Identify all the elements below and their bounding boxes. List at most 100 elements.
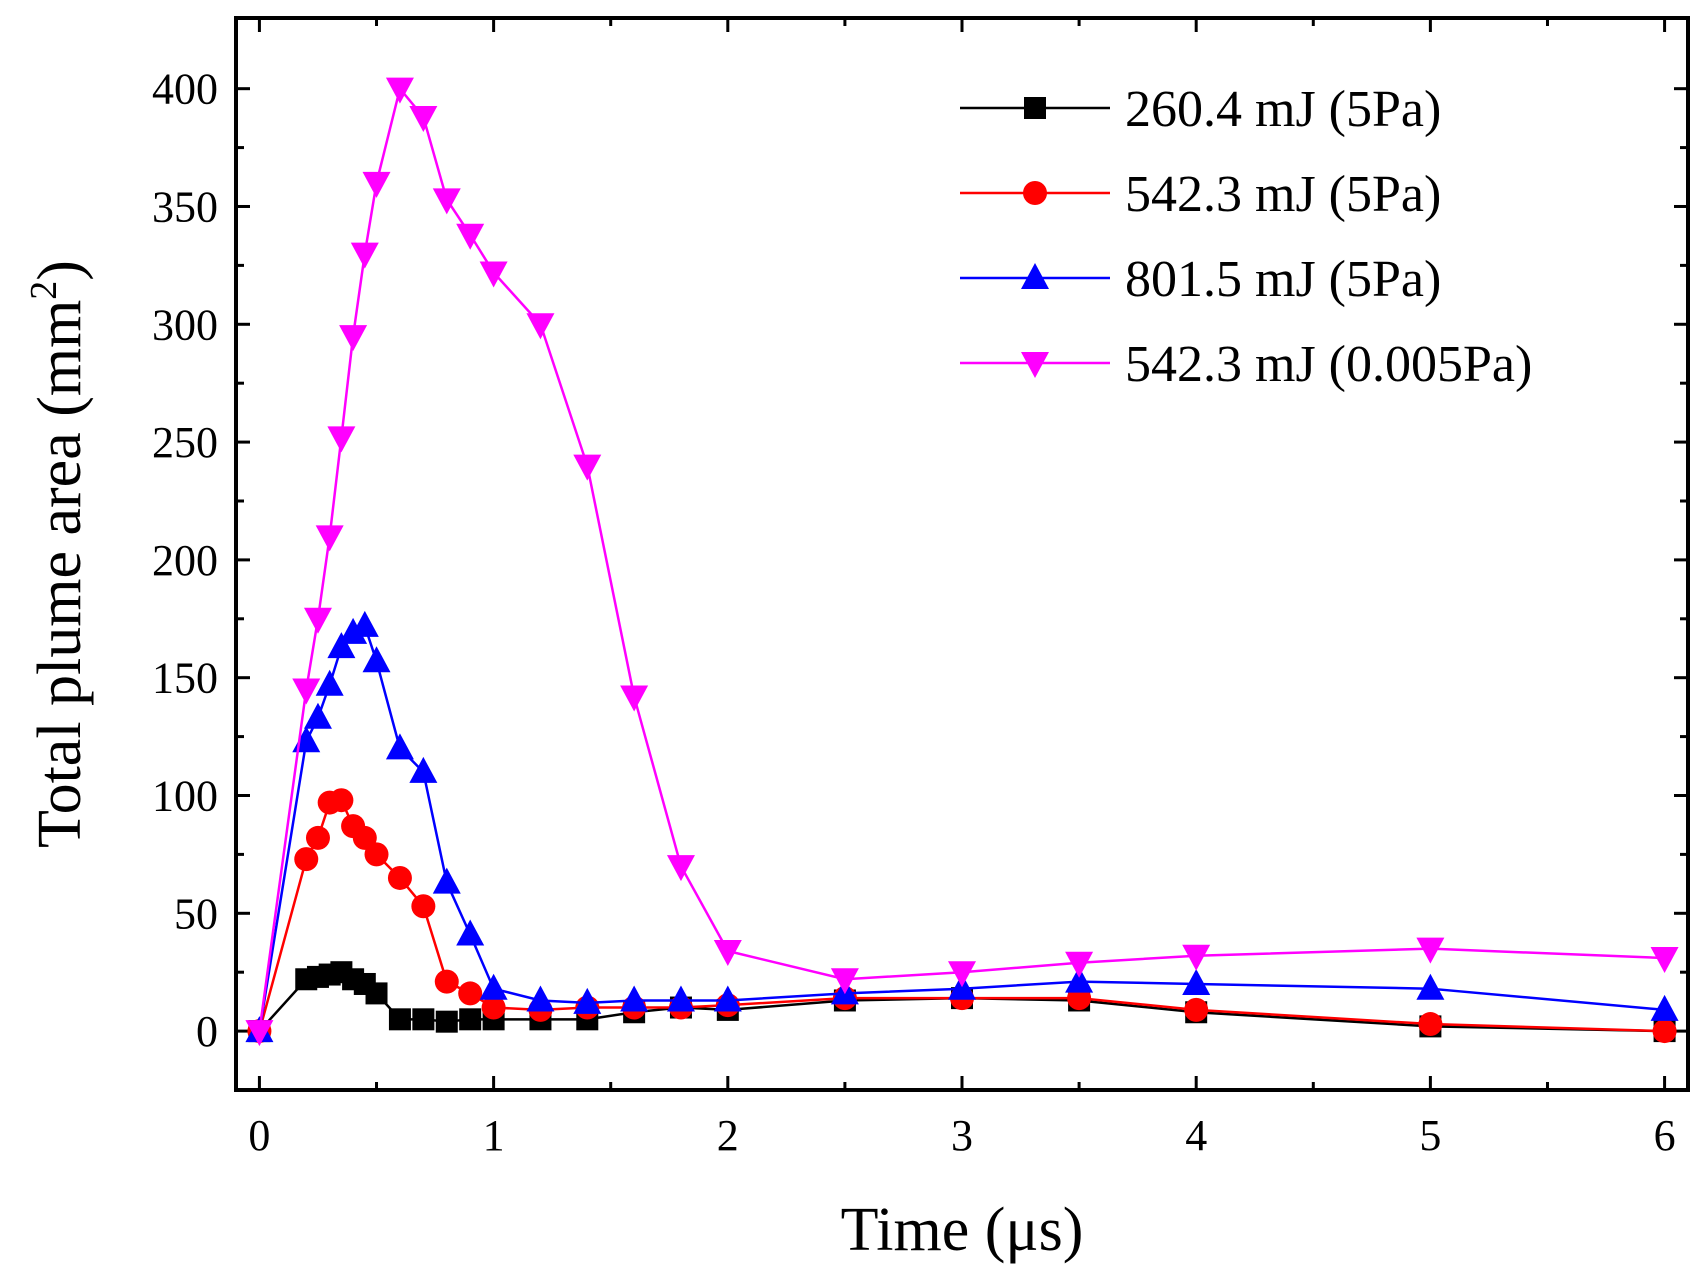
data-point	[350, 242, 379, 269]
data-point	[948, 961, 976, 988]
data-point	[1416, 937, 1445, 964]
data-point	[479, 261, 508, 288]
data-point	[327, 632, 356, 659]
data-point	[292, 678, 321, 705]
legend-item: 801.5 mJ (5Pa)	[960, 251, 1441, 308]
legend-marker	[1024, 97, 1046, 119]
data-point	[385, 77, 414, 104]
data-point	[456, 919, 485, 946]
x-axis-title: Time (μs)	[841, 1196, 1084, 1264]
data-point	[573, 454, 602, 481]
x-tick-label: 6	[1654, 1111, 1676, 1160]
y-axis-title-superscript: 2	[23, 281, 65, 300]
y-tick-label: 150	[152, 654, 218, 703]
legend-marker	[1023, 181, 1047, 205]
legend-marker	[1021, 352, 1049, 378]
data-point	[666, 985, 695, 1012]
y-tick-label: 250	[152, 418, 218, 467]
data-point	[412, 1008, 435, 1031]
data-point	[362, 646, 391, 673]
data-point	[409, 105, 438, 132]
data-point	[1184, 997, 1209, 1022]
data-point	[305, 825, 330, 850]
data-point	[339, 325, 368, 352]
data-point	[713, 985, 742, 1012]
y-tick-label: 300	[152, 300, 218, 349]
data-point	[434, 969, 459, 994]
x-tick-label: 0	[248, 1111, 270, 1160]
data-point	[1650, 994, 1679, 1021]
legend-label: 542.3 mJ (5Pa)	[1125, 166, 1441, 223]
data-point	[573, 987, 602, 1014]
data-point	[620, 985, 649, 1012]
legend-marker	[1021, 263, 1049, 289]
x-tick-label: 1	[483, 1111, 505, 1160]
data-point	[713, 939, 742, 966]
data-point	[479, 973, 508, 1000]
data-point	[294, 847, 319, 872]
y-tick-label: 100	[152, 771, 218, 820]
legend-item: 260.4 mJ (5Pa)	[960, 81, 1441, 138]
data-point	[362, 171, 391, 198]
data-point	[350, 610, 379, 637]
data-point	[1652, 1019, 1677, 1044]
x-tick-label: 2	[717, 1111, 739, 1160]
data-point	[385, 733, 414, 760]
data-point	[1182, 968, 1211, 995]
data-point	[303, 607, 332, 634]
data-point	[315, 669, 344, 696]
data-point	[327, 426, 356, 453]
y-tick-label: 200	[152, 536, 218, 585]
data-point	[388, 1008, 411, 1031]
legend-item: 542.3 mJ (5Pa)	[960, 166, 1441, 223]
data-point	[409, 756, 438, 783]
tick-labels: 0 1 2 3 4 5 6 0 50 100 150 200 250 300 350 400	[152, 65, 1676, 1160]
data-point	[1416, 973, 1445, 1000]
data-point	[432, 867, 461, 894]
legend-label: 801.5 mJ (5Pa)	[1125, 251, 1441, 308]
data-point	[365, 982, 388, 1005]
data-point	[456, 223, 485, 250]
legend-label: 260.4 mJ (5Pa)	[1125, 81, 1441, 138]
data-point	[1065, 966, 1094, 993]
data-point	[830, 968, 859, 995]
data-point	[292, 726, 321, 753]
data-point	[411, 894, 436, 919]
plot-frame	[234, 16, 1690, 1092]
y-axis-title-main: Total plume area (mm	[26, 300, 94, 848]
data-point	[303, 702, 332, 729]
data-point	[364, 842, 389, 867]
legend-label: 542.3 mJ (0.005Pa)	[1125, 336, 1532, 393]
data-point	[432, 188, 461, 215]
data-point	[245, 1020, 274, 1047]
data-point	[315, 525, 344, 552]
y-tick-label: 350	[152, 182, 218, 231]
axis-ticks	[236, 18, 1688, 1090]
y-tick-label: 50	[174, 889, 218, 938]
y-tick-label: 0	[196, 1007, 218, 1056]
y-axis-title-close: )	[26, 260, 94, 281]
data-point	[435, 1010, 458, 1033]
data-point	[329, 788, 354, 813]
data-point	[620, 685, 649, 712]
data-point	[526, 313, 555, 340]
data-point	[1065, 951, 1094, 978]
data-point	[526, 985, 555, 1012]
data-point	[1650, 947, 1679, 974]
series-2	[245, 610, 1679, 1043]
series-layer	[245, 77, 1679, 1047]
y-axis-title: Total plume area (mm2)	[23, 260, 94, 848]
data-point	[481, 995, 506, 1020]
data-point	[1182, 944, 1211, 971]
x-tick-label: 3	[951, 1111, 973, 1160]
data-point	[459, 1008, 482, 1031]
data-point	[666, 855, 695, 882]
data-point	[1418, 1012, 1443, 1037]
legend: 260.4 mJ (5Pa) 542.3 mJ (5Pa) 801.5 mJ (5P…	[960, 81, 1532, 393]
legend-item: 542.3 mJ (0.005Pa)	[960, 336, 1532, 393]
y-tick-label: 400	[152, 65, 218, 114]
series-line	[258, 85, 1665, 1032]
x-tick-label: 4	[1185, 1111, 1207, 1160]
data-point	[339, 617, 368, 644]
